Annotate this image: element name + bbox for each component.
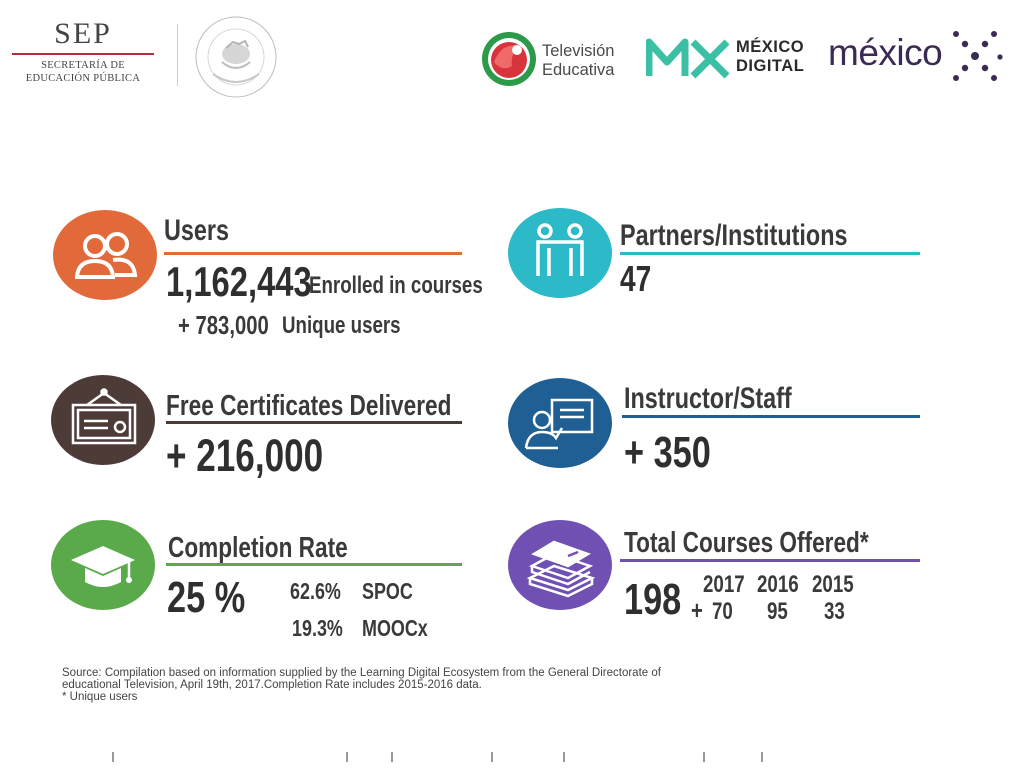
sep-logo-line1: SECRETARÍA DE <box>41 60 125 71</box>
footnote-line3: * Unique users <box>62 691 138 703</box>
television-educativa-logo: Televisión Educativa <box>480 30 640 90</box>
source-footnote: Source: Compilation based on information… <box>62 667 822 703</box>
courses-value: 198 <box>624 575 682 624</box>
certificates-value: + 216,000 <box>166 430 324 481</box>
books-stack-icon <box>526 540 596 598</box>
completion-value: 25 % <box>167 573 246 622</box>
instructor-board-icon <box>524 398 594 450</box>
users-title: Users <box>164 214 230 247</box>
tve-line1: Televisión <box>542 42 615 60</box>
completion-mooc-label: MOOCx <box>362 615 428 641</box>
courses-title: Total Courses Offered* <box>624 527 869 559</box>
users-icon <box>74 232 138 279</box>
certificates-circle <box>51 375 155 465</box>
bottom-tick-marks <box>112 752 763 762</box>
partners-title: Partners/Institutions <box>620 219 848 252</box>
sep-logo-line2: EDUCACIÓN PÚBLICA <box>25 73 141 84</box>
footnote-line2: educational Television, April 19th, 2017… <box>62 679 482 691</box>
users-circle <box>53 210 157 300</box>
certificates-underline <box>166 421 462 424</box>
md-logo-text: MÉXICO DIGITAL <box>736 38 804 76</box>
completion-underline <box>166 563 462 566</box>
instructors-circle <box>508 378 612 468</box>
mexicox-wordmark: méxico <box>828 32 943 73</box>
instructors-underline <box>622 415 920 418</box>
courses-count-2015: 33 <box>824 598 845 625</box>
md-line1: MÉXICO <box>736 38 805 56</box>
instructors-value: + 350 <box>624 428 711 477</box>
sep-logo-name: SEP <box>54 17 112 50</box>
footnote-line1: Source: Compilation based on information… <box>62 667 661 679</box>
courses-plus: + <box>691 595 703 625</box>
tve-emblem-icon <box>482 32 536 86</box>
courses-count-2017: 70 <box>712 598 733 625</box>
users-secondary-label: Unique users <box>282 312 401 339</box>
tve-line2: Educativa <box>542 61 615 79</box>
mexicox-x-icon <box>953 31 1003 81</box>
users-underline <box>164 252 462 255</box>
national-seal-icon <box>195 16 277 98</box>
mx-emblem-icon <box>646 38 730 79</box>
completion-circle <box>51 520 155 610</box>
header-divider <box>177 24 178 86</box>
partners-value: 47 <box>620 258 652 299</box>
mexico-digital-logo: MÉXICO DIGITAL <box>646 36 821 82</box>
courses-year-2017: 2017 <box>703 571 745 598</box>
mexicox-logo: méxico <box>828 28 1018 86</box>
certificate-icon <box>71 388 137 445</box>
users-value: 1,162,443 <box>166 258 312 305</box>
partners-underline <box>620 252 920 255</box>
sep-logo-rule <box>12 53 154 55</box>
completion-spoc-label: SPOC <box>362 578 413 604</box>
partners-circle <box>508 208 612 298</box>
sep-logo: SEP SECRETARÍA DE EDUCACIÓN PÚBLICA <box>8 18 158 85</box>
courses-year-2016: 2016 <box>757 571 799 598</box>
courses-underline <box>620 559 920 562</box>
instructors-title: Instructor/Staff <box>624 382 792 415</box>
completion-mooc-pct: 19.3% <box>292 615 343 641</box>
certificates-title: Free Certificates Delivered <box>166 390 452 422</box>
courses-circle <box>508 520 612 610</box>
md-line2: DIGITAL <box>736 57 805 75</box>
courses-year-2015: 2015 <box>812 571 854 598</box>
completion-spoc-pct: 62.6% <box>290 578 341 604</box>
graduation-cap-icon <box>71 546 135 587</box>
partners-gate-icon <box>536 223 584 276</box>
completion-title: Completion Rate <box>168 532 348 564</box>
users-secondary-value: + 783,000 <box>178 310 269 340</box>
users-value-label: Enrolled in courses <box>309 272 483 299</box>
courses-count-2016: 95 <box>767 598 788 625</box>
tve-logo-text: Televisión Educativa <box>542 42 614 80</box>
